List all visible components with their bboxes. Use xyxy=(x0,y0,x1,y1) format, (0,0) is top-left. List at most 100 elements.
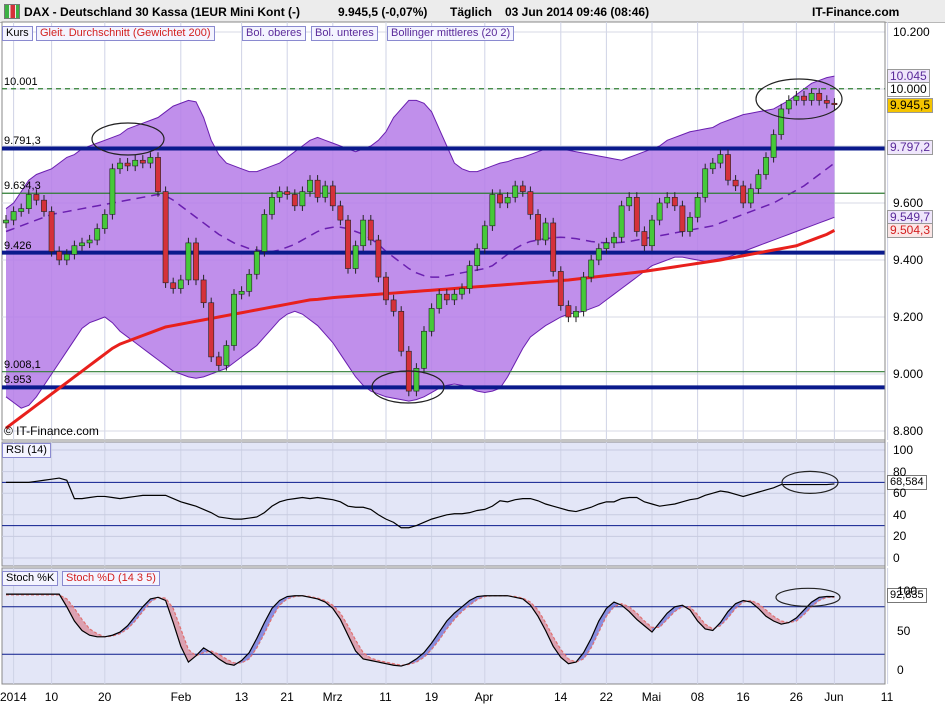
stoch-fill xyxy=(766,609,774,622)
stoch-d-line xyxy=(6,594,835,666)
candle-body xyxy=(276,191,283,198)
candle-body xyxy=(831,102,838,105)
stoch-fill xyxy=(659,613,668,628)
y-tick-label: 9.200 xyxy=(893,310,924,324)
candle-body xyxy=(535,214,541,241)
x-tick-label: 20 xyxy=(98,690,112,704)
candle-body xyxy=(702,168,709,198)
x-tick-label: 08 xyxy=(690,690,705,704)
stoch-k-line xyxy=(6,593,835,667)
price-tag: 9.549,7 xyxy=(887,210,934,226)
candle-body xyxy=(375,239,382,278)
candle-body xyxy=(603,242,610,249)
stoch-fill xyxy=(89,628,98,637)
candle-body xyxy=(291,194,298,207)
legend-rsi: RSI (14) xyxy=(2,443,51,458)
candle-body xyxy=(360,219,367,247)
y-tick-label: 9.400 xyxy=(893,253,924,267)
candle-body xyxy=(413,367,420,392)
y-tick-label: 10.200 xyxy=(893,25,930,39)
candle-body xyxy=(618,205,625,238)
annotation-ellipse xyxy=(775,587,841,607)
stoch-fill xyxy=(591,621,599,648)
candle-body xyxy=(25,194,32,209)
bollinger-upper-line xyxy=(5,75,835,210)
candles xyxy=(3,88,838,397)
level-label: 8.953 xyxy=(4,374,32,387)
level-label: 9.634,3 xyxy=(4,180,41,193)
candle-body xyxy=(550,222,557,272)
rsi-current-value: 68,584 xyxy=(887,475,927,490)
candle-body xyxy=(383,276,389,301)
candle-body xyxy=(215,356,222,366)
candle-body xyxy=(162,191,169,284)
stoch-fill xyxy=(583,638,592,659)
chart-header: DAX - Deutschland 30 Kassa (1EUR Mini Ko… xyxy=(0,0,945,23)
price-tag: 10.000 xyxy=(887,82,930,97)
candle-body xyxy=(436,293,443,309)
legend-sma: Gleit. Durchschnitt (Gewichtet 200) xyxy=(36,26,215,41)
stoch-fill xyxy=(66,598,75,622)
candle-body xyxy=(557,271,564,306)
annotation-ellipse xyxy=(755,78,843,120)
stoch-fill xyxy=(188,649,196,663)
rsi-tick-label: 80 xyxy=(893,464,907,479)
candle-body xyxy=(451,293,458,301)
candle-body xyxy=(329,185,336,207)
candle-body xyxy=(86,239,93,244)
bar-chart-icon xyxy=(4,4,20,19)
legend-bol-lower: Bol. unteres xyxy=(311,26,378,41)
legend-kurs: Kurs xyxy=(2,26,33,41)
x-tick-label: Mai xyxy=(641,690,662,704)
bollinger-mid-line xyxy=(5,162,835,278)
candle-body xyxy=(367,219,374,241)
stoch-fill xyxy=(431,632,440,650)
candle-body xyxy=(489,194,496,227)
level-label: 9.008,1 xyxy=(4,358,41,371)
rsi-line xyxy=(6,477,835,529)
brand-label: IT-Finance.com xyxy=(812,5,900,19)
candle-body xyxy=(641,231,648,247)
candle-body xyxy=(155,157,161,192)
candle-body xyxy=(588,259,595,278)
period-label: Täglich xyxy=(450,5,493,19)
stoch-fill xyxy=(355,639,364,659)
candle-body xyxy=(269,197,275,215)
candle-body xyxy=(428,308,435,332)
stoch-fill xyxy=(249,638,257,659)
legend-bol-mid: Bollinger mittleres (20 2) xyxy=(387,26,515,41)
candle-body xyxy=(694,197,701,218)
rsi-tick-label: 60 xyxy=(893,486,907,501)
candle-body xyxy=(193,242,199,281)
candle-body xyxy=(770,134,777,158)
candle-body xyxy=(808,92,815,101)
candle-body xyxy=(580,276,587,312)
x-tick-label: 19 xyxy=(424,690,439,704)
candle-body xyxy=(481,225,488,249)
stoch-fill xyxy=(636,613,645,626)
candle-body xyxy=(56,251,63,261)
bollinger-lower-line xyxy=(5,216,835,409)
candle-body xyxy=(117,162,123,170)
candle-body xyxy=(132,159,139,167)
rsi-tick-label: 20 xyxy=(893,529,907,544)
stoch-tick-label: 0 xyxy=(897,663,904,677)
price-tag: 10.045 xyxy=(887,69,930,85)
candle-body xyxy=(633,197,640,232)
x-tick-label: 14 xyxy=(554,690,568,704)
stoch-fill xyxy=(469,596,478,606)
candle-body xyxy=(352,245,359,269)
candle-body xyxy=(390,299,397,312)
candle-body xyxy=(709,162,716,170)
legend-stoch-k: Stoch %K xyxy=(2,571,59,586)
candle-body xyxy=(504,197,511,204)
candle-body xyxy=(261,214,268,252)
candle-body xyxy=(649,219,655,247)
rsi-tick-label: 100 xyxy=(893,443,914,457)
price-tag: 9.797,2 xyxy=(887,139,934,155)
candle-body xyxy=(595,248,602,261)
rsi-panel xyxy=(1,441,886,567)
candle-body xyxy=(124,162,131,167)
x-tick-label: 10 xyxy=(44,690,59,704)
